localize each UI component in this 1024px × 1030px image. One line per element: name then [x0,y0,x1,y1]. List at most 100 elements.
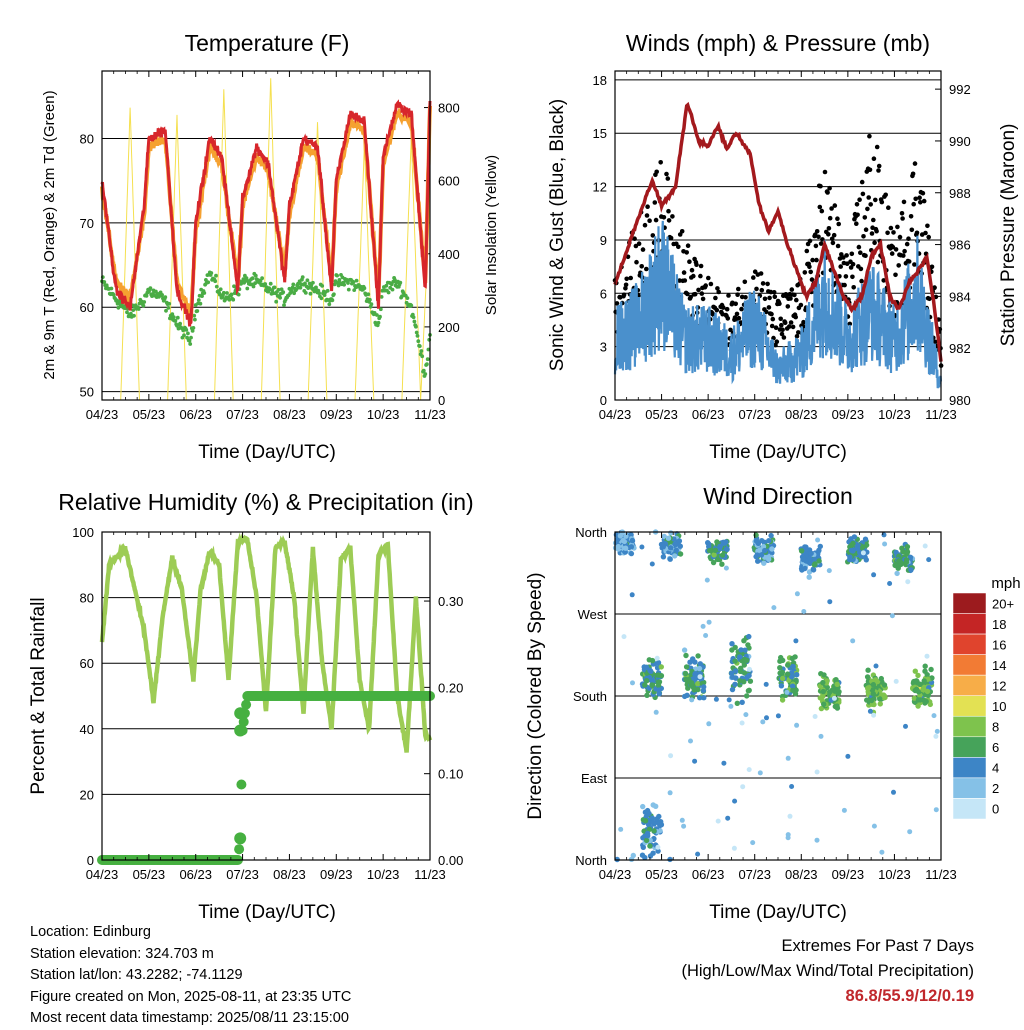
direction-point [728,703,734,709]
direction-point [639,544,645,550]
gust-point [893,247,899,252]
direction-point [615,543,622,550]
gust-point [876,163,882,169]
gust-point [774,339,780,345]
gust-point [863,253,868,258]
direction-panel: Wind Direction NorthEastSouthWestNorth04… [525,483,1021,923]
direction-point [658,664,664,670]
gust-point [699,291,705,296]
gust-point [676,244,681,250]
x-tick-label: 09/23 [832,867,865,882]
direction-point [646,657,652,663]
humidity-ylabel-left: Percent & Total Rainfall [28,597,49,794]
dewpoint-point [170,312,175,317]
direction-point [789,655,795,662]
direction-point [654,655,660,661]
direction-point [903,559,910,565]
gust-point [926,234,931,240]
temp-2m-line [100,99,432,327]
y-tick-label: East [581,771,607,786]
gust-point [793,314,798,320]
direction-point [747,678,754,684]
dewpoint-point [317,291,321,295]
direction-point [706,619,712,625]
dewpoint-point [125,310,129,315]
gust-point [724,306,730,312]
direction-point [921,678,927,684]
x-tick-label: 08/23 [785,407,818,422]
gust-point [866,195,871,200]
gust-point [923,230,928,236]
created-text: Figure created on Mon, 2025-08-11, at 23… [30,988,352,1005]
gust-point [665,176,671,181]
direction-point [893,678,899,684]
gust-point [809,277,815,282]
direction-point [649,561,655,567]
gust-point [769,323,775,329]
direction-point [785,755,791,761]
dewpoint-point [369,302,374,307]
gust-point [921,198,927,204]
gust-point [881,278,886,283]
dewpoint-point [298,285,303,290]
precip-point [234,707,247,720]
direction-point [881,532,887,538]
dewpoint-point [322,293,327,297]
direction-point [647,843,653,849]
pressure-line [613,101,943,362]
gust-point [861,234,866,239]
precip-point [236,779,247,790]
gust-point [854,202,860,207]
direction-point [691,686,697,692]
direction-point [891,789,896,795]
gust-point [875,259,881,265]
gust-point [899,211,905,216]
dewpoint-point [190,329,195,333]
y-tick-label: 20 [80,787,94,802]
direction-point [723,565,729,571]
gust-point [835,216,840,221]
direction-point [904,544,911,550]
dewpoint-point [198,301,203,306]
gust-point [786,324,792,329]
direction-point [827,689,833,695]
direction-point [798,565,805,572]
temperature-title: Temperature (F) [185,30,350,56]
gust-point [820,237,825,242]
gust-point [860,191,866,197]
dewpoint-point [188,342,193,346]
gust-point [814,229,820,234]
x-tick-label: 11/23 [414,867,446,882]
direction-series [612,529,940,863]
colorbar-tick-label: 8 [992,720,999,735]
direction-point [688,738,693,744]
gust-point [807,264,812,270]
direction-ylabel-left: Direction (Colored By Speed) [525,572,546,819]
direction-point [760,719,766,725]
gust-point [869,231,875,236]
direction-point [934,728,940,734]
gust-point [782,320,788,326]
colorbar: 20+ 18 16 14 12 10 8 6 4 2 0 [952,592,1014,820]
direction-point [862,536,869,542]
direction-point [672,553,678,559]
gust-point [687,259,692,265]
direction-point [715,818,721,824]
y-tick-label-right: 0 [438,393,445,408]
temperature-ylabel-left: 2m & 9m T (Red, Orange) & 2m Td (Green) [41,90,58,379]
direction-point [655,682,662,688]
direction-point [653,709,659,715]
dewpoint-point [390,287,395,292]
direction-point [868,697,875,704]
direction-point [790,683,796,689]
direction-point [862,554,868,560]
colorbar-swatch [952,736,987,758]
gust-point [796,330,801,335]
direction-point [815,537,821,543]
direction-point [768,532,774,539]
dewpoint-point [426,347,431,352]
gust-point [639,264,644,269]
direction-point [889,613,895,619]
dewpoint-point [409,303,414,308]
gust-point [826,226,832,231]
